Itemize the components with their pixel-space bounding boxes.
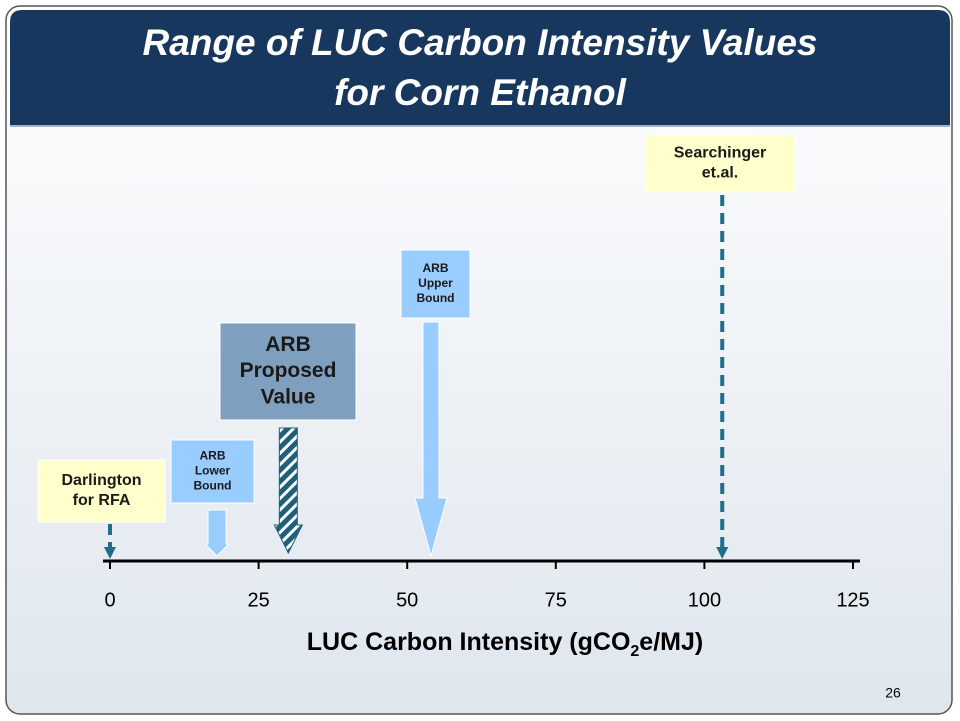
- marker-label: for RFA: [73, 492, 131, 509]
- marker-label: Bound: [417, 291, 455, 305]
- title-banner: [10, 10, 950, 126]
- label-box: [37, 459, 166, 523]
- title-line: Range of LUC Carbon Intensity Values: [143, 22, 818, 63]
- x-tick-label: 0: [104, 589, 115, 611]
- marker-label: ARB: [265, 333, 311, 356]
- marker-label: Bound: [194, 479, 232, 493]
- marker-label: et.al.: [702, 165, 738, 182]
- axis-label: LUC Carbon Intensity (gCO2e/MJ): [307, 628, 703, 660]
- block-arrow: [414, 321, 448, 558]
- page-number: 26: [885, 685, 901, 701]
- block-arrow: [203, 509, 231, 557]
- x-tick-label: 125: [836, 589, 869, 611]
- marker-label: Value: [261, 385, 316, 408]
- dashed-arrow: [716, 195, 729, 559]
- marker-label: Lower: [195, 464, 231, 478]
- axis-label-part: e/MJ): [639, 628, 703, 656]
- axis-label-sub: 2: [630, 643, 639, 660]
- x-tick-label: 75: [545, 589, 567, 611]
- marker-label: ARB: [423, 261, 449, 275]
- x-tick-label: 100: [688, 589, 721, 611]
- arrow-head: [104, 547, 116, 559]
- label-box: [170, 439, 255, 504]
- label-box: [644, 134, 796, 193]
- x-tick-label: 25: [247, 589, 269, 611]
- marker-label: Proposed: [240, 359, 337, 382]
- hatched-arrow: [273, 427, 304, 555]
- axis-label-part: LUC Carbon Intensity (gCO: [307, 628, 631, 656]
- marker-label: Searchinger: [674, 145, 766, 162]
- marker-label: Upper: [418, 276, 453, 290]
- x-tick-label: 50: [396, 589, 418, 611]
- label-box: [219, 322, 357, 421]
- marker-label: ARB: [200, 449, 226, 463]
- label-box: [400, 249, 471, 319]
- marker-label: Darlington: [62, 472, 142, 489]
- title-line: for Corn Ethanol: [334, 72, 627, 113]
- arrow-head: [716, 547, 729, 559]
- dashed-arrow: [104, 524, 116, 559]
